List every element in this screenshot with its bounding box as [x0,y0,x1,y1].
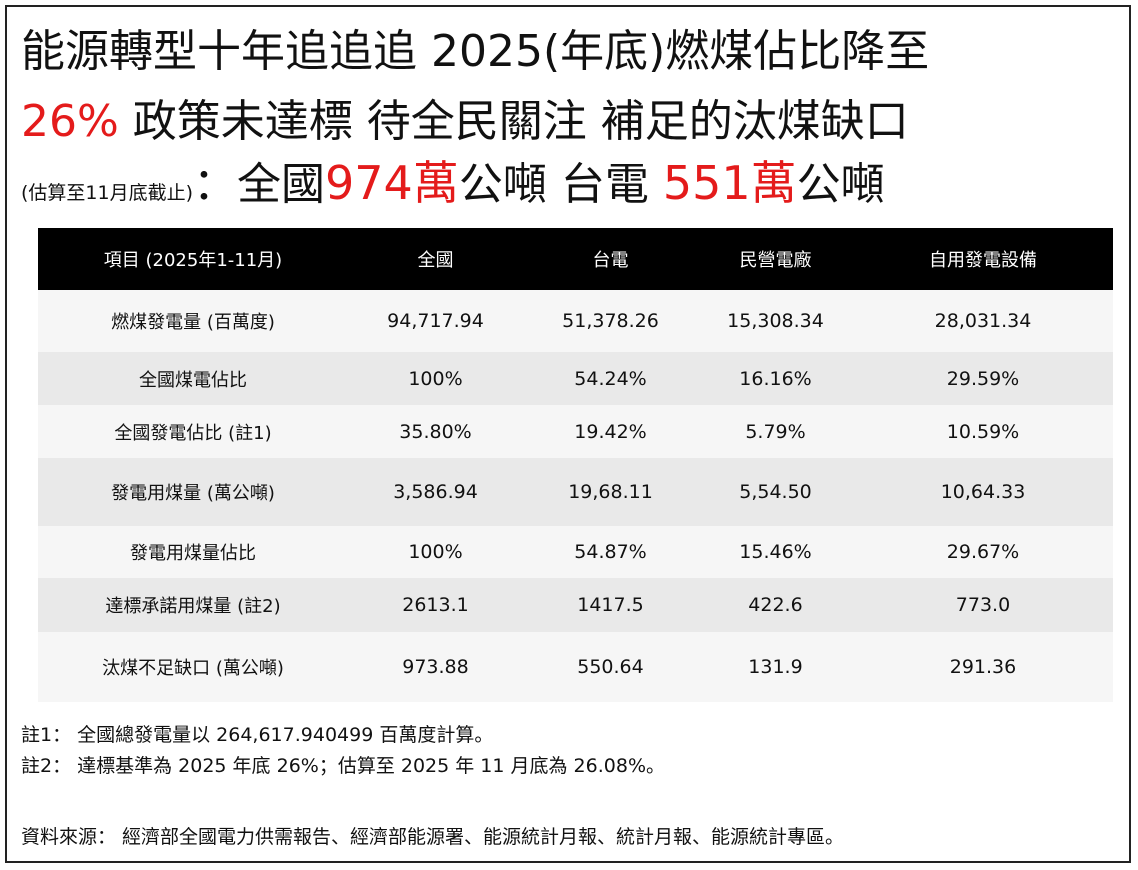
row-label: 發電用煤量佔比 [38,526,348,578]
header-item: 項目 (2025年1-11月) [38,228,348,290]
header-private-plants: 民營電廠 [698,228,853,290]
table-row: 達標承諾用煤量 (註2) 2613.1 1417.5 422.6 773.0 [38,578,1113,632]
cell-self-use: 10,64.33 [853,458,1113,526]
cell-taipower: 51,378.26 [523,290,698,352]
cell-self-use: 29.67% [853,526,1113,578]
cell-private: 15.46% [698,526,853,578]
cell-national: 94,717.94 [348,290,523,352]
cell-national: 35.80% [348,405,523,458]
cell-self-use: 291.36 [853,632,1113,702]
infographic-frame: 能源轉型十年追追追 2025(年底)燃煤佔比降至 26% 政策未達標 待全民關注… [5,5,1131,863]
cell-taipower: 1417.5 [523,578,698,632]
table-row: 全國煤電佔比 100% 54.24% 16.16% 29.59% [38,352,1113,405]
row-label: 達標承諾用煤量 (註2) [38,578,348,632]
cell-private: 16.16% [698,352,853,405]
title-line-1: 能源轉型十年追追追 2025(年底)燃煤佔比降至 [21,21,929,83]
title-taipower-label: 公噸 台電 [458,159,663,210]
cell-national: 3,586.94 [348,458,523,526]
data-source: 資料來源： 經濟部全國電力供需報告、經濟部能源署、能源統計月報、統計月報、能源統… [21,826,845,848]
cell-national: 973.88 [348,632,523,702]
footnotes: 註1： 全國總發電量以 264,617.940499 百萬度計算。 註2： 達標… [21,720,665,782]
footnote-1: 註1： 全國總發電量以 264,617.940499 百萬度計算。 [21,724,494,746]
header-self-use: 自用發電設備 [853,228,1113,290]
row-label: 發電用煤量 (萬公噸) [38,458,348,526]
title-percent: 26% [21,96,119,147]
table-row: 汰煤不足缺口 (萬公噸) 973.88 550.64 131.9 291.36 [38,632,1113,702]
row-label: 燃煤發電量 (百萬度) [38,290,348,352]
cell-private: 15,308.34 [698,290,853,352]
title-colon: ： [193,159,238,210]
header-taipower: 台電 [523,228,698,290]
title-national-gap: 974萬 [325,156,459,210]
title-line-2-text: 政策未達標 待全民關注 補足的汰煤缺口 [118,96,909,147]
cell-self-use: 773.0 [853,578,1113,632]
table-body: 燃煤發電量 (百萬度) 94,717.94 51,378.26 15,308.3… [38,290,1113,702]
cell-national: 100% [348,526,523,578]
coal-data-table: 項目 (2025年1-11月) 全國 台電 民營電廠 自用發電設備 燃煤發電量 … [38,228,1113,702]
table-row: 發電用煤量 (萬公噸) 3,586.94 19,68.11 5,54.50 10… [38,458,1113,526]
row-label: 汰煤不足缺口 (萬公噸) [38,632,348,702]
title-national-label: 全國 [237,159,326,210]
coal-data-table-wrapper: 項目 (2025年1-11月) 全國 台電 民營電廠 自用發電設備 燃煤發電量 … [38,228,1113,702]
cell-self-use: 29.59% [853,352,1113,405]
cell-taipower: 550.64 [523,632,698,702]
table-header: 項目 (2025年1-11月) 全國 台電 民營電廠 自用發電設備 [38,228,1113,290]
title-unit: 公噸 [796,159,885,210]
header-national: 全國 [348,228,523,290]
cell-self-use: 10.59% [853,405,1113,458]
cell-self-use: 28,031.34 [853,290,1113,352]
row-label: 全國發電佔比 (註1) [38,405,348,458]
table-row: 發電用煤量佔比 100% 54.87% 15.46% 29.67% [38,526,1113,578]
row-label: 全國煤電佔比 [38,352,348,405]
cell-national: 100% [348,352,523,405]
cell-national: 2613.1 [348,578,523,632]
cell-taipower: 54.87% [523,526,698,578]
title-note-small: (估算至11月底截止) [21,182,194,204]
table-row: 全國發電佔比 (註1) 35.80% 19.42% 5.79% 10.59% [38,405,1113,458]
title-line-1-text: 能源轉型十年追追追 2025(年底)燃煤佔比降至 [21,26,930,77]
title-line-3: (估算至11月底截止)：全國974萬公噸 台電 551萬公噸 [21,149,885,227]
cell-private: 422.6 [698,578,853,632]
footnote-2: 註2： 達標基準為 2025 年底 26%；估算至 2025 年 11 月底為 … [21,755,666,777]
title-line-2: 26% 政策未達標 待全民關注 補足的汰煤缺口 [21,91,909,153]
cell-taipower: 54.24% [523,352,698,405]
cell-taipower: 19.42% [523,405,698,458]
cell-private: 131.9 [698,632,853,702]
cell-private: 5.79% [698,405,853,458]
table-row: 燃煤發電量 (百萬度) 94,717.94 51,378.26 15,308.3… [38,290,1113,352]
title-taipower-gap: 551萬 [662,156,797,210]
cell-private: 5,54.50 [698,458,853,526]
cell-taipower: 19,68.11 [523,458,698,526]
